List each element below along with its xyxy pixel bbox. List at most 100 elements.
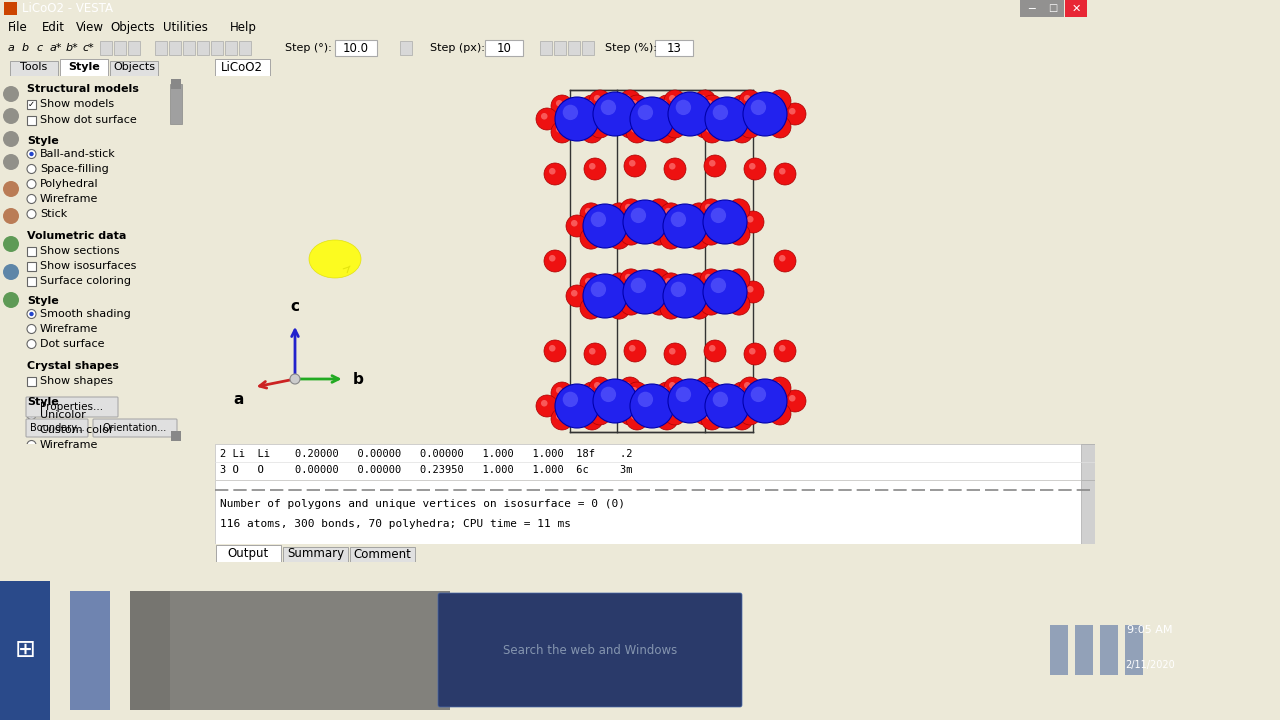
Circle shape: [648, 223, 669, 245]
Text: Edit: Edit: [42, 21, 65, 34]
Circle shape: [744, 121, 750, 127]
Circle shape: [611, 216, 617, 222]
Text: Show shapes: Show shapes: [40, 376, 113, 386]
Text: Smooth shading: Smooth shading: [40, 309, 131, 319]
Bar: [291, 591, 330, 710]
Circle shape: [739, 90, 762, 112]
Circle shape: [631, 126, 637, 132]
Text: Dot surface: Dot surface: [40, 339, 105, 349]
Circle shape: [544, 340, 566, 362]
Circle shape: [589, 116, 611, 138]
Circle shape: [733, 228, 740, 235]
Bar: [183, 41, 195, 55]
Circle shape: [3, 264, 19, 280]
Text: Unicolor: Unicolor: [40, 410, 86, 420]
Bar: [1125, 625, 1143, 675]
Bar: [239, 41, 251, 55]
Circle shape: [692, 278, 700, 284]
Circle shape: [751, 400, 758, 407]
Circle shape: [608, 227, 630, 249]
Text: Step (%):: Step (%):: [605, 43, 657, 53]
Circle shape: [699, 95, 705, 102]
Bar: [197, 41, 209, 55]
Circle shape: [742, 379, 787, 423]
Circle shape: [291, 374, 300, 384]
Circle shape: [613, 278, 620, 284]
Text: c*: c*: [82, 43, 93, 53]
FancyBboxPatch shape: [438, 593, 742, 707]
Circle shape: [709, 390, 731, 412]
Bar: [1100, 625, 1117, 675]
Circle shape: [594, 408, 600, 415]
Circle shape: [639, 395, 645, 402]
Circle shape: [585, 232, 591, 238]
Circle shape: [3, 292, 19, 308]
Circle shape: [664, 403, 686, 425]
Circle shape: [626, 382, 648, 404]
Text: Boundary...: Boundary...: [29, 423, 84, 433]
Circle shape: [648, 199, 669, 221]
Bar: [1050, 625, 1068, 675]
Circle shape: [707, 387, 713, 394]
Circle shape: [691, 400, 698, 407]
Circle shape: [657, 382, 678, 404]
Circle shape: [593, 92, 637, 136]
FancyBboxPatch shape: [110, 61, 157, 76]
FancyBboxPatch shape: [215, 59, 270, 76]
Circle shape: [714, 108, 721, 114]
Circle shape: [581, 382, 603, 404]
Circle shape: [646, 215, 668, 237]
Bar: [410, 591, 451, 710]
Circle shape: [701, 408, 723, 430]
Circle shape: [728, 293, 750, 315]
Circle shape: [668, 92, 712, 136]
Circle shape: [728, 199, 750, 221]
Circle shape: [701, 121, 723, 143]
Circle shape: [613, 232, 620, 238]
Circle shape: [701, 285, 724, 307]
Circle shape: [669, 408, 676, 415]
Circle shape: [736, 387, 742, 394]
Circle shape: [713, 104, 728, 120]
Circle shape: [728, 395, 736, 402]
FancyBboxPatch shape: [26, 419, 88, 437]
Circle shape: [616, 400, 622, 407]
Circle shape: [631, 278, 646, 293]
Circle shape: [611, 108, 634, 130]
Circle shape: [27, 210, 36, 218]
Circle shape: [660, 297, 682, 319]
Circle shape: [611, 395, 634, 417]
Circle shape: [692, 302, 700, 309]
Circle shape: [593, 379, 637, 423]
Circle shape: [700, 269, 722, 291]
Circle shape: [689, 297, 710, 319]
Circle shape: [686, 395, 708, 417]
Circle shape: [660, 126, 668, 132]
Circle shape: [586, 413, 593, 420]
Text: Show isosurfaces: Show isosurfaces: [40, 261, 137, 271]
Circle shape: [710, 278, 726, 293]
Circle shape: [625, 274, 631, 280]
Circle shape: [707, 290, 713, 297]
Circle shape: [613, 208, 620, 215]
Circle shape: [704, 155, 726, 177]
Text: Summary: Summary: [287, 547, 344, 560]
Circle shape: [3, 208, 19, 224]
Circle shape: [713, 392, 728, 407]
Circle shape: [669, 382, 676, 389]
Circle shape: [676, 99, 691, 115]
Bar: [211, 41, 223, 55]
Circle shape: [694, 90, 716, 112]
Circle shape: [652, 220, 658, 227]
Circle shape: [700, 199, 722, 221]
Text: Tools: Tools: [20, 63, 47, 73]
Circle shape: [669, 121, 676, 127]
Circle shape: [742, 211, 764, 233]
Circle shape: [714, 395, 721, 402]
Circle shape: [3, 131, 19, 147]
Circle shape: [584, 158, 605, 180]
Circle shape: [694, 377, 716, 399]
Circle shape: [691, 286, 698, 292]
Circle shape: [669, 95, 676, 102]
Circle shape: [631, 207, 646, 223]
